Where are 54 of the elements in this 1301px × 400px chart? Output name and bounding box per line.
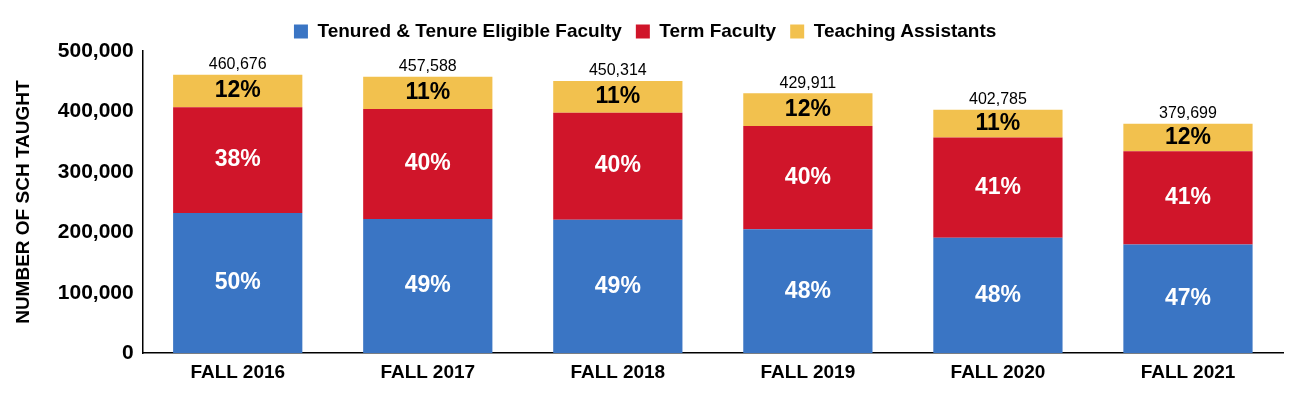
annotation: 11% [975,108,1021,135]
bar [553,112,683,220]
bar [743,93,873,126]
y-axis-title: NUMBER OF SCH TAUGHT [11,79,33,324]
annotation: 48% [784,276,831,303]
annotation: 11% [405,78,451,105]
x-tick-label: FALL 2017 [380,360,476,382]
annotation: 40% [784,162,831,189]
x-tick-label: FALL 2018 [570,360,666,382]
total-label: 460,676 [208,55,267,73]
x-tick-label: FALL 2020 [950,360,1046,382]
x-tick-label: FALL 2019 [760,360,856,382]
annotation: 40% [404,149,451,176]
legend-label: Teaching Assistants [813,19,997,41]
x-tick-label: FALL 2021 [1140,360,1236,382]
total-label: 402,785 [969,90,1027,108]
legend-label: Tenured & Tenure Eligible Faculty [317,19,623,41]
annotation: 41% [974,172,1021,199]
annotation: 12% [1164,122,1211,149]
bar [363,109,493,220]
annotation: 12% [214,76,261,103]
bar [173,212,303,354]
y-tick-label: 100,000 [57,279,134,303]
annotation: 40% [594,151,641,178]
annotation: 12% [784,95,831,121]
annotation: 11% [595,82,641,109]
total-label: 379,699 [1159,104,1217,122]
y-tick-label: 400,000 [57,98,134,122]
bar [553,219,683,354]
annotation: 48% [974,280,1021,307]
annotation: 49% [594,271,641,298]
bar [363,219,493,354]
y-tick-label: 500,000 [57,37,134,61]
bar [173,107,303,213]
annotation: 49% [404,271,451,298]
bar [1123,244,1253,354]
annotation: 41% [1164,183,1211,210]
legend-label: Term Faculty [659,19,777,41]
total-label: 457,588 [398,57,457,75]
y-tick-label: 200,000 [57,219,134,243]
annotation: 47% [1164,284,1211,311]
bar [933,137,1063,238]
bar [1123,151,1253,245]
bar [743,125,873,230]
bar [933,237,1063,354]
annotation: 38% [214,145,261,172]
annotation: 50% [214,268,261,295]
y-tick-label: 300,000 [57,158,134,182]
total-label: 450,314 [588,61,647,79]
bar [743,229,873,354]
total-label: 429,911 [779,73,837,91]
y-tick-label: 0 [122,340,134,363]
bar [553,81,683,113]
x-tick-label: FALL 2016 [190,360,286,382]
